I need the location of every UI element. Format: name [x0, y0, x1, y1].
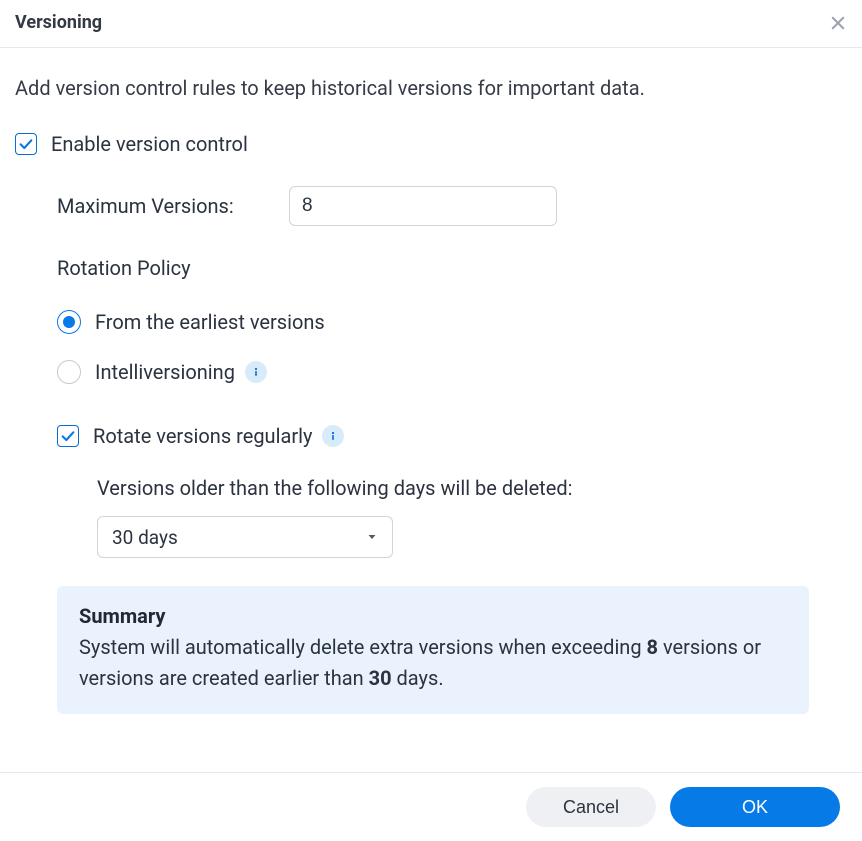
- info-icon[interactable]: [245, 361, 267, 383]
- rotation-option-intelli[interactable]: Intelliversioning: [57, 360, 847, 384]
- radio-intelli[interactable]: [57, 360, 81, 384]
- enable-version-control-label: Enable version control: [51, 132, 248, 156]
- rotation-option-earliest[interactable]: From the earliest versions: [57, 310, 847, 334]
- summary-title: Summary: [79, 604, 787, 628]
- rotate-regularly-checkbox[interactable]: [57, 425, 79, 447]
- rotate-regularly-row: Rotate versions regularly: [57, 424, 847, 448]
- summary-part: days.: [392, 666, 444, 690]
- info-icon[interactable]: [322, 425, 344, 447]
- cancel-button[interactable]: Cancel: [526, 787, 656, 827]
- rotate-note-text: Versions older than the following days w…: [97, 476, 847, 500]
- dialog-title: Versioning: [15, 12, 102, 33]
- dialog-footer: Cancel OK: [0, 772, 862, 841]
- summary-text: System will automatically delete extra v…: [79, 632, 787, 694]
- dialog-header: Versioning: [0, 0, 862, 48]
- description-text: Add version control rules to keep histor…: [15, 76, 847, 100]
- enable-version-control-row: Enable version control: [15, 132, 847, 156]
- summary-days: 30: [369, 666, 392, 690]
- radio-earliest[interactable]: [57, 310, 81, 334]
- max-versions-row: Maximum Versions:: [57, 186, 847, 226]
- summary-part: System will automatically delete extra v…: [79, 635, 647, 659]
- rotation-policy-title: Rotation Policy: [57, 256, 847, 280]
- versioning-dialog: Versioning Add version control rules to …: [0, 0, 862, 841]
- max-versions-input[interactable]: [289, 186, 557, 226]
- rotation-option-earliest-label: From the earliest versions: [95, 310, 325, 334]
- rotate-regularly-label: Rotate versions regularly: [93, 424, 312, 448]
- chevron-down-icon: [366, 531, 378, 543]
- retention-days-select[interactable]: 30 days: [97, 516, 393, 558]
- enable-version-control-checkbox[interactable]: [15, 133, 37, 155]
- close-icon[interactable]: [829, 14, 847, 32]
- summary-max-versions: 8: [647, 635, 658, 659]
- summary-box: Summary System will automatically delete…: [57, 586, 809, 714]
- ok-button[interactable]: OK: [670, 787, 840, 827]
- retention-days-value: 30 days: [112, 526, 178, 549]
- dialog-body: Add version control rules to keep histor…: [0, 48, 862, 772]
- max-versions-label: Maximum Versions:: [57, 194, 289, 218]
- rotation-option-intelli-label: Intelliversioning: [95, 360, 235, 384]
